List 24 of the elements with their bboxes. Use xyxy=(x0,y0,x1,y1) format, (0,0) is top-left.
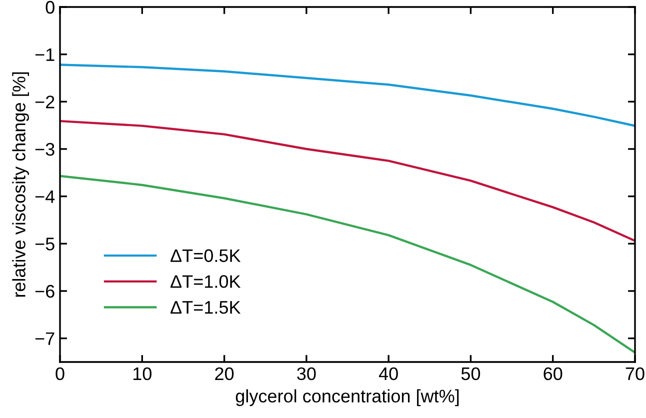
x-tick-label: 50 xyxy=(461,367,480,380)
y-tick-label: −4 xyxy=(35,190,55,203)
y-tick-label: −1 xyxy=(35,48,54,61)
x-tick-label: 60 xyxy=(544,367,562,380)
y-tick-label: −7 xyxy=(35,332,54,345)
x-tick-label: 30 xyxy=(297,367,316,380)
line-series xyxy=(60,120,635,242)
y-tick-label: 0 xyxy=(46,0,54,14)
y-tick-label: −2 xyxy=(35,96,54,108)
x-tick-label: 0 xyxy=(56,367,64,380)
x-tick-label: 40 xyxy=(378,367,398,380)
x-tick-label: 10 xyxy=(133,367,152,380)
y-axis-title: relative viscosity change [%] xyxy=(12,72,29,297)
x-tick-label: 20 xyxy=(215,367,234,380)
line-series xyxy=(60,174,635,354)
line-series xyxy=(60,64,635,127)
y-tick-label: −5 xyxy=(35,238,54,250)
legend-label: ΔT=1.5K xyxy=(170,301,241,314)
y-tick-label: −3 xyxy=(35,142,54,156)
x-axis-title: glycerol concentration [wt%] xyxy=(236,389,459,406)
y-tick-label: −6 xyxy=(35,284,54,298)
x-tick-label: 70 xyxy=(626,367,644,380)
legend-label: ΔT=1.0K xyxy=(170,275,241,288)
legend-label: ΔT=0.5K xyxy=(170,249,241,262)
